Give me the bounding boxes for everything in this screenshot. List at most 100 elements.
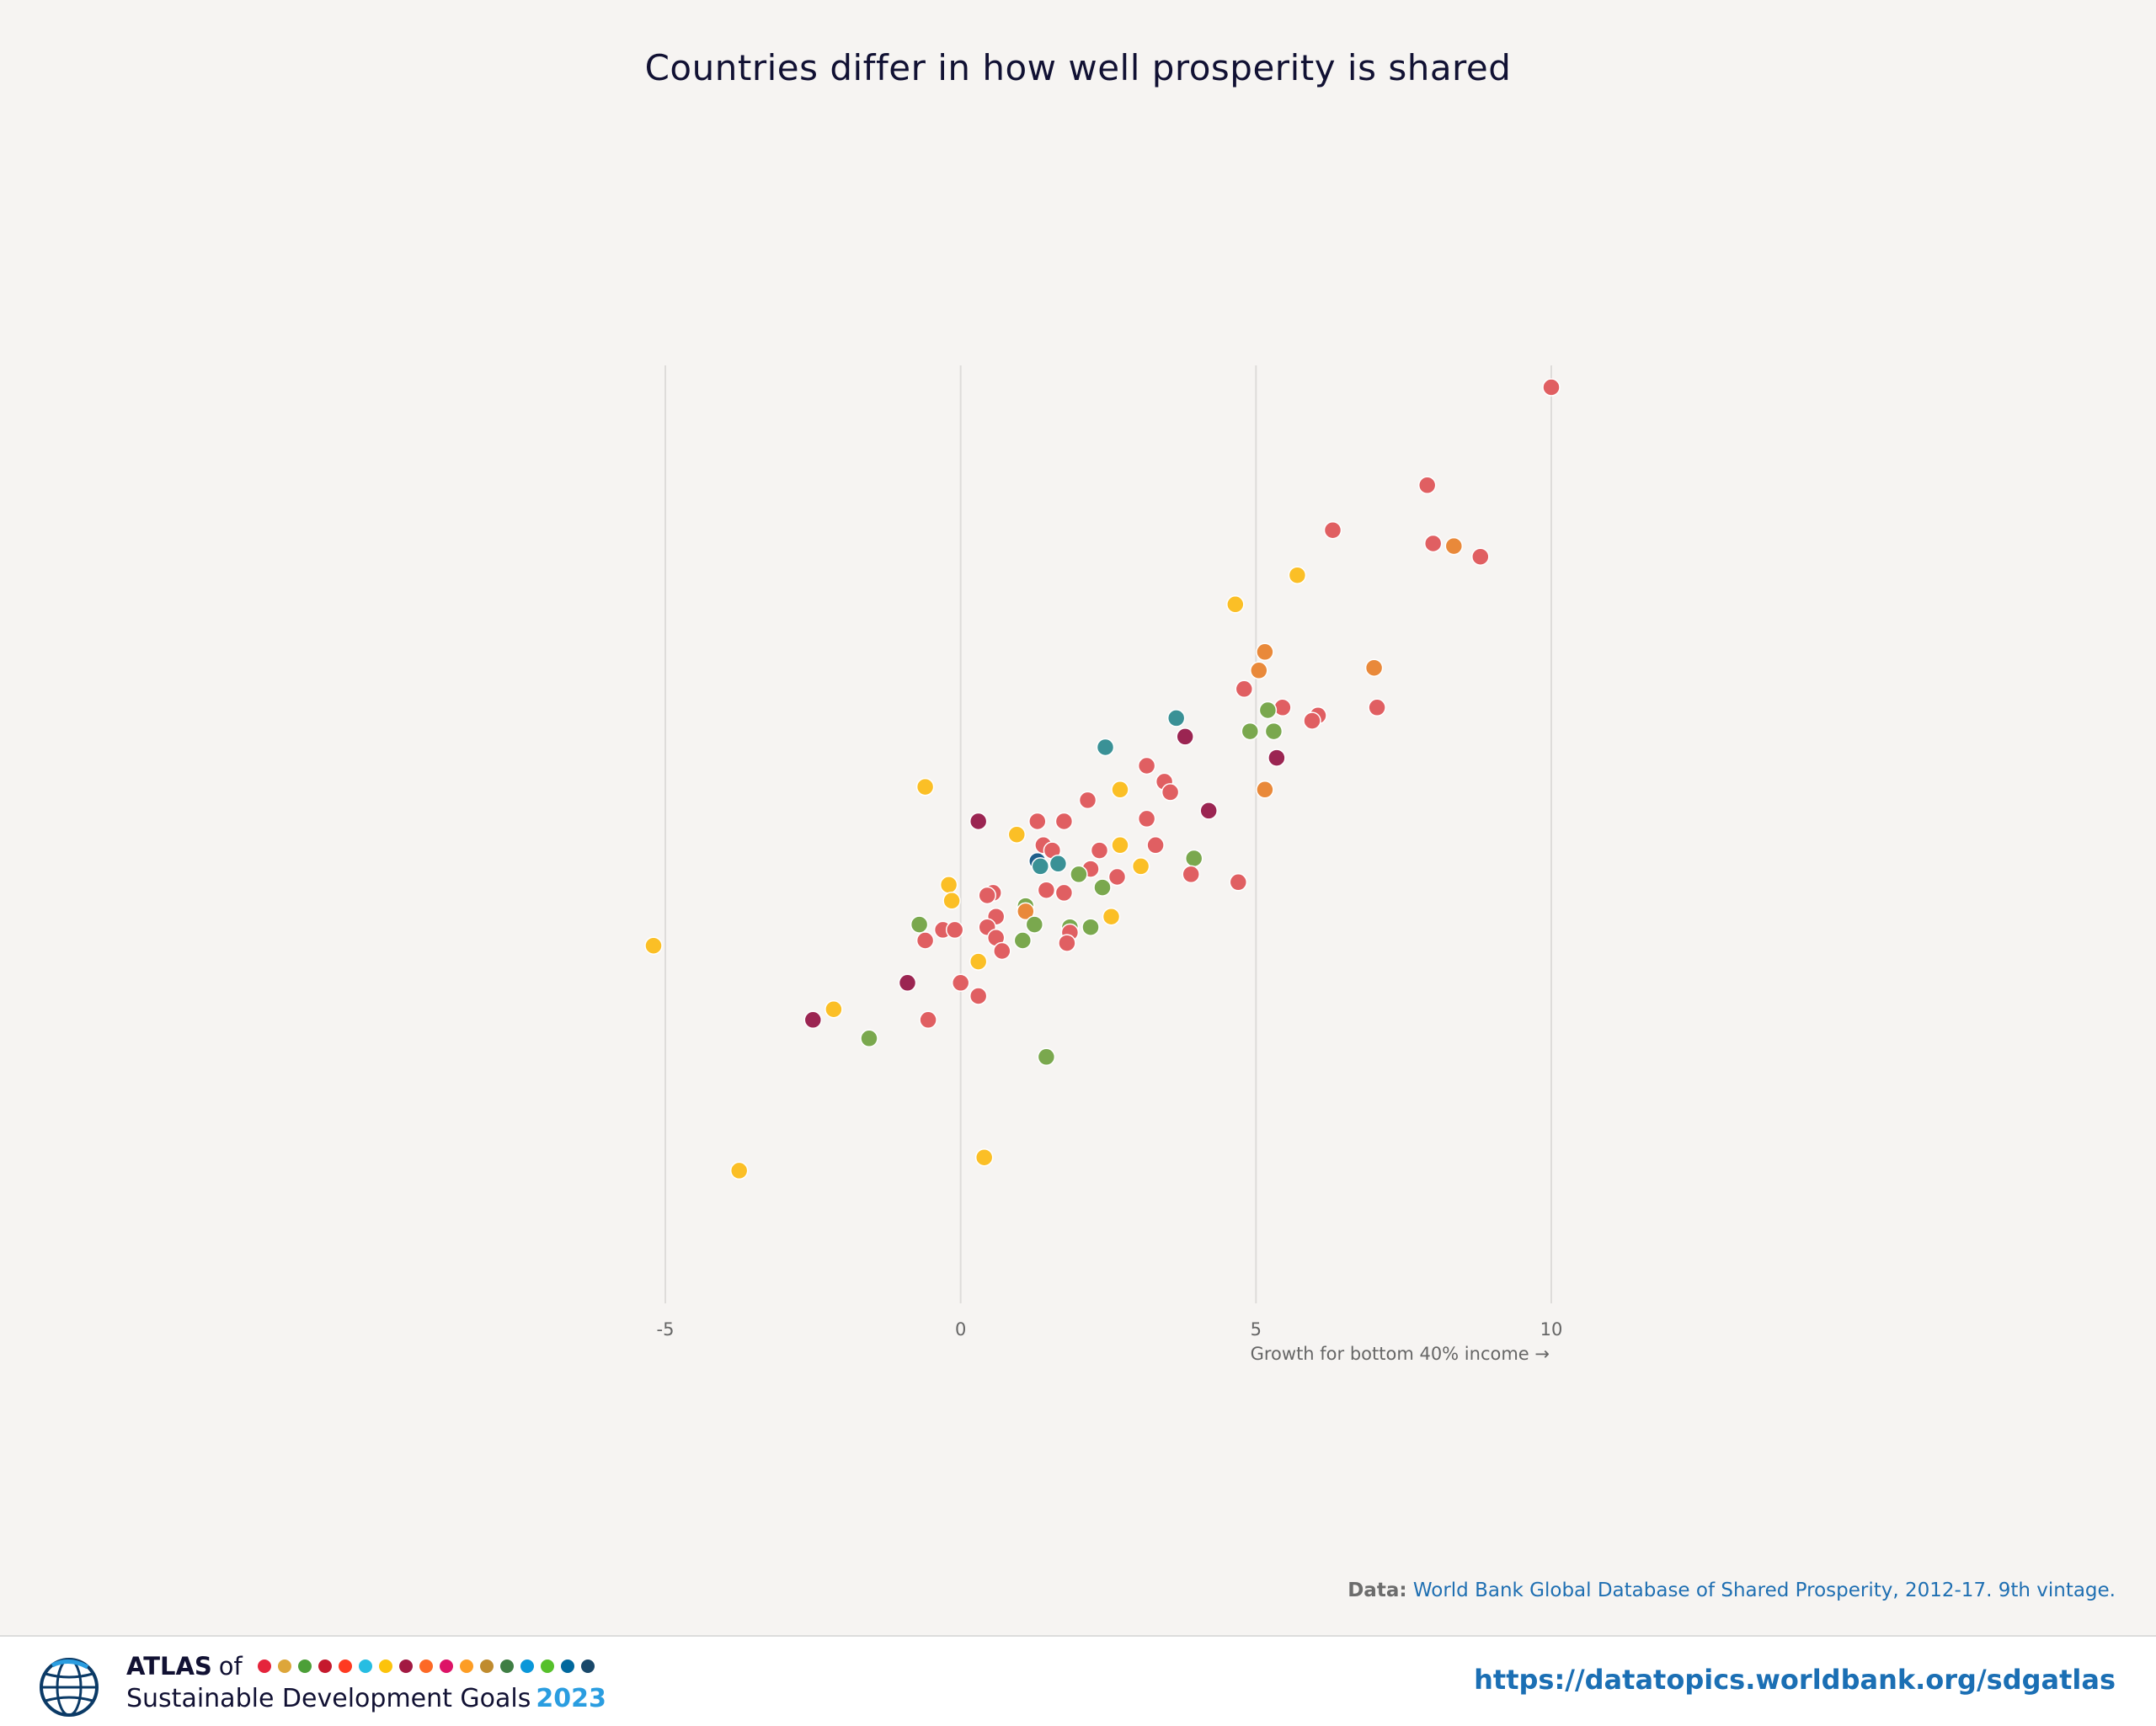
scatter-point[interactable]: [1288, 566, 1307, 584]
sdg-dot: [560, 1659, 574, 1673]
scatter-point[interactable]: [1182, 865, 1200, 884]
scatter-point[interactable]: [915, 931, 935, 950]
scatter-point[interactable]: [993, 941, 1011, 961]
chart-title: Countries differ in how well prosperity …: [644, 47, 1512, 88]
scatter-point[interactable]: [1107, 867, 1127, 887]
scatter-point[interactable]: [1423, 534, 1443, 553]
x-tick-label: 0: [955, 1319, 966, 1340]
sdg-dot: [277, 1659, 291, 1673]
scatter-point[interactable]: [1131, 857, 1150, 876]
scatter-point[interactable]: [969, 812, 988, 831]
scatter-point[interactable]: [978, 886, 996, 905]
x-axis-label: Growth for bottom 40% income →: [1251, 1344, 1550, 1364]
scatter-point[interactable]: [1096, 738, 1115, 757]
footer: ATLAS of Sustainable Development Goals 20…: [0, 1635, 2156, 1726]
scatter-point[interactable]: [1111, 836, 1129, 855]
scatter-point[interactable]: [1235, 679, 1254, 699]
scatter-point[interactable]: [1444, 536, 1464, 556]
scatter-point[interactable]: [1090, 841, 1109, 860]
scatter-point[interactable]: [1256, 780, 1274, 799]
scatter-point[interactable]: [1241, 722, 1260, 741]
scatter-point[interactable]: [1256, 642, 1274, 662]
scatter-point[interactable]: [1070, 865, 1088, 884]
scatter-points: [644, 378, 1561, 1180]
scatter-point[interactable]: [1102, 907, 1121, 926]
scatter-point[interactable]: [939, 876, 958, 894]
scatter-point[interactable]: [1184, 849, 1203, 868]
scatter-point[interactable]: [1226, 595, 1245, 614]
scatter-point[interactable]: [945, 920, 964, 940]
data-source-link[interactable]: World Bank Global Database of Shared Pro…: [1412, 1580, 2116, 1601]
data-source-prefix: Data:: [1348, 1580, 1407, 1601]
sdg-dot: [338, 1659, 352, 1673]
scatter-point[interactable]: [1258, 701, 1278, 720]
scatter-point[interactable]: [1368, 698, 1386, 717]
scatter-point[interactable]: [1013, 931, 1033, 950]
scatter-point[interactable]: [1161, 783, 1180, 802]
scatter-point[interactable]: [915, 777, 935, 796]
sdg-dot: [439, 1659, 453, 1673]
scatter-point[interactable]: [1025, 915, 1044, 934]
scatter-point[interactable]: [1146, 836, 1165, 855]
scatter-point[interactable]: [1037, 1047, 1056, 1067]
scatter-point[interactable]: [1078, 791, 1097, 810]
scatter-point[interactable]: [1111, 780, 1129, 799]
scatter-point[interactable]: [1028, 812, 1047, 831]
scatter-point[interactable]: [974, 1148, 994, 1167]
scatter-point[interactable]: [1364, 658, 1384, 677]
scatter-point[interactable]: [1471, 547, 1490, 566]
sdg-dot: [499, 1659, 514, 1673]
scatter-point[interactable]: [1017, 902, 1035, 921]
sdg-dot: [520, 1659, 534, 1673]
scatter-point[interactable]: [1542, 378, 1561, 397]
scatter-point[interactable]: [942, 892, 961, 910]
scatter-point[interactable]: [1176, 727, 1194, 746]
scatter-point[interactable]: [644, 936, 663, 955]
scatter-point[interactable]: [919, 1010, 937, 1030]
scatter-point[interactable]: [1229, 873, 1248, 892]
scatter-point[interactable]: [1273, 698, 1292, 717]
sdg-dot: [318, 1659, 332, 1673]
scatter-point[interactable]: [1007, 825, 1027, 844]
brand-subtitle: Sustainable Development Goals 2023: [126, 1684, 606, 1713]
sdg-dot: [378, 1659, 392, 1673]
scatter-point[interactable]: [951, 973, 970, 993]
sdg-dot: [358, 1659, 372, 1673]
scatter-point[interactable]: [803, 1010, 823, 1030]
footer-url-link[interactable]: https://datatopics.worldbank.org/sdgatla…: [1474, 1664, 2116, 1696]
scatter-point[interactable]: [1267, 748, 1286, 767]
scatter-point[interactable]: [1081, 918, 1100, 936]
scatter-point[interactable]: [860, 1029, 878, 1048]
scatter-point[interactable]: [1054, 883, 1074, 903]
scatter-point[interactable]: [1093, 878, 1112, 897]
scatter-plot: -5 0 5 10 Growth for bottom 40% income →: [644, 365, 1563, 1364]
scatter-point[interactable]: [1303, 711, 1321, 730]
scatter-point[interactable]: [910, 915, 929, 934]
scatter-point[interactable]: [825, 999, 843, 1019]
scatter-point[interactable]: [1323, 520, 1342, 540]
scatter-point[interactable]: [1250, 661, 1268, 680]
scatter-point[interactable]: [1264, 722, 1283, 741]
x-tick-label: 10: [1540, 1319, 1563, 1340]
scatter-point[interactable]: [1054, 812, 1074, 831]
scatter-point[interactable]: [969, 952, 988, 971]
sdg-dot: [257, 1659, 271, 1673]
scatter-point[interactable]: [898, 973, 917, 993]
scatter-point[interactable]: [1137, 809, 1156, 828]
sdg-dot: [580, 1659, 595, 1673]
scatter-point[interactable]: [1166, 709, 1186, 727]
scatter-point[interactable]: [1199, 802, 1218, 820]
scatter-point[interactable]: [969, 987, 988, 1005]
scatter-point[interactable]: [1417, 476, 1437, 495]
scatter-point[interactable]: [1137, 756, 1156, 775]
scatter-point[interactable]: [1049, 855, 1068, 873]
sdg-color-dots: [257, 1659, 595, 1673]
sdg-dot: [297, 1659, 312, 1673]
sdg-dot: [459, 1659, 473, 1673]
sdg-dot: [398, 1659, 413, 1673]
scatter-point[interactable]: [1058, 934, 1076, 952]
scatter-point[interactable]: [1037, 881, 1056, 899]
scatter-point[interactable]: [1031, 857, 1050, 876]
scatter-point[interactable]: [729, 1161, 749, 1180]
sdg-dot: [479, 1659, 494, 1673]
